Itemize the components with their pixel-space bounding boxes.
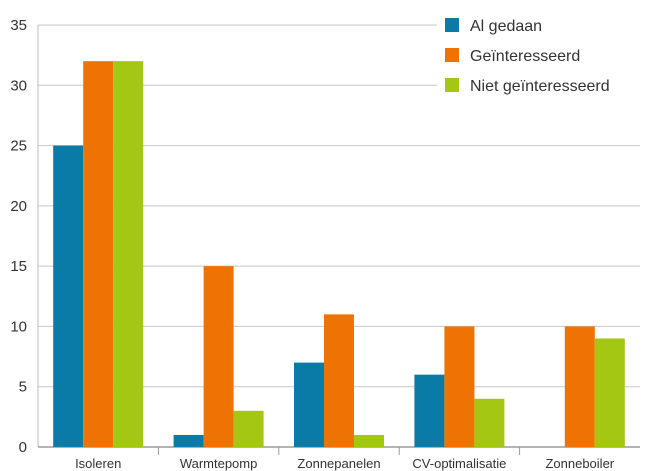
legend: Al gedaan Geïnteresseerd Niet geïnteressee… — [437, 10, 647, 108]
y-axis-ticks: 0 5 10 15 20 25 30 35 — [10, 17, 27, 456]
x-category-label: Zonneboiler — [545, 456, 614, 471]
bar-zonnepanelen-1 — [294, 362, 324, 447]
bars — [53, 61, 625, 448]
bar-cv-optimalisatie-2 — [444, 326, 475, 447]
bar-zonneboiler-3 — [594, 338, 625, 447]
y-tick-label: 5 — [19, 379, 27, 396]
y-tick-label: 15 — [10, 258, 27, 275]
legend-label: Geïnteresseerd — [470, 48, 580, 65]
legend-background — [437, 10, 647, 108]
x-axis-categories: Isoleren Warmtepomp Zonnepanelen CV-optimal… — [75, 456, 615, 471]
bar-isoleren-1 — [53, 145, 84, 448]
y-tick-label: 25 — [10, 138, 27, 155]
bar-warmtepomp-3 — [233, 410, 264, 447]
y-tick-label: 0 — [19, 439, 27, 456]
y-tick-label: 30 — [10, 77, 27, 94]
bar-warmtepomp-2 — [203, 266, 234, 447]
y-tick-label: 10 — [10, 318, 27, 335]
x-category-label: Warmtepomp — [180, 456, 258, 471]
legend-label: Al gedaan — [470, 18, 542, 35]
bar-isoleren-3 — [113, 61, 144, 448]
bar-cv-optimalisatie-1 — [414, 374, 445, 447]
x-category-label: Isoleren — [75, 456, 121, 471]
bar-isoleren-2 — [83, 61, 114, 448]
legend-swatch — [445, 78, 459, 92]
x-category-label: Zonnepanelen — [297, 456, 380, 471]
y-tick-label: 35 — [10, 17, 27, 34]
bar-zonneboiler-2 — [564, 326, 595, 447]
legend-label: Niet geïnteresseerd — [470, 78, 610, 95]
bar-warmtepomp-1 — [173, 434, 204, 447]
bar-cv-optimalisatie-3 — [474, 398, 505, 447]
legend-swatch — [445, 18, 459, 32]
y-tick-label: 20 — [10, 198, 27, 215]
x-category-label: CV-optimalisatie — [412, 456, 506, 471]
legend-swatch — [445, 48, 459, 62]
bar-zonnepanelen-3 — [354, 434, 384, 447]
bar-zonnepanelen-2 — [324, 314, 354, 447]
